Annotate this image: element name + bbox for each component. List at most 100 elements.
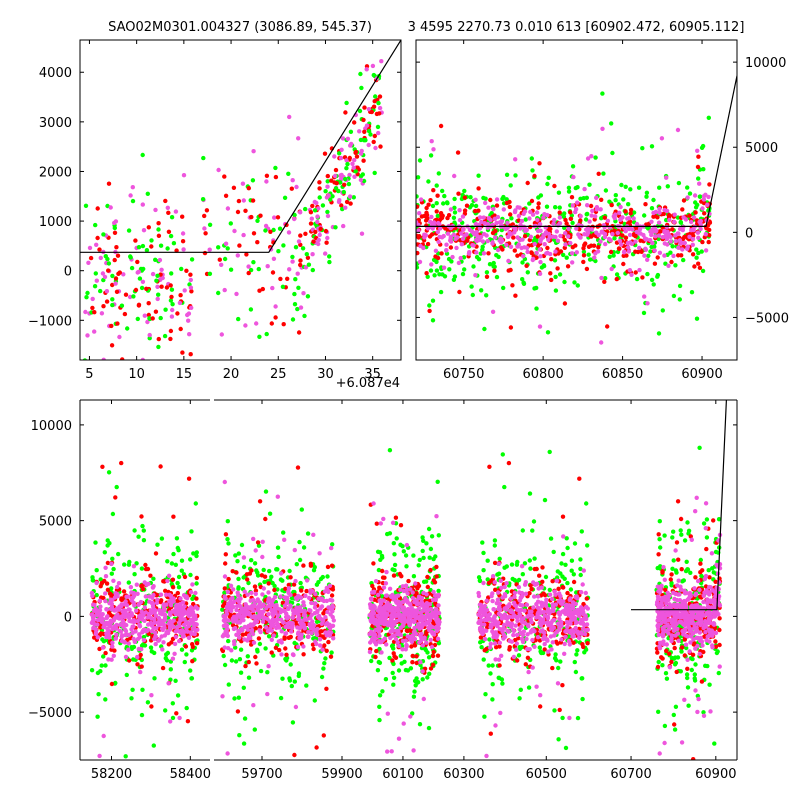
data-point [600, 91, 605, 96]
data-point [474, 238, 480, 244]
data-point [289, 683, 294, 689]
data-point [294, 184, 299, 190]
data-point [141, 538, 147, 543]
data-point [532, 241, 537, 247]
data-point [137, 624, 143, 629]
data-point [249, 604, 254, 609]
data-point [377, 620, 383, 625]
data-point [137, 632, 142, 637]
data-point [483, 692, 488, 697]
data-point [148, 573, 153, 578]
data-point [187, 607, 192, 612]
data-point [595, 249, 601, 254]
data-point [554, 229, 559, 234]
data-point [510, 576, 515, 582]
data-point [460, 214, 466, 219]
data-point [452, 220, 457, 225]
data-point [323, 228, 329, 234]
data-point [309, 612, 314, 618]
data-point [156, 336, 161, 342]
data-point [552, 258, 558, 263]
data-point [246, 580, 251, 586]
data-point [169, 623, 175, 629]
data-point [562, 301, 568, 306]
data-point [340, 136, 346, 141]
data-point [216, 245, 221, 250]
data-point [299, 588, 304, 593]
data-point [571, 579, 577, 585]
data-point [515, 559, 520, 565]
data-point [426, 655, 432, 660]
x-tick-label: 60750 [443, 367, 484, 382]
data-point [116, 581, 122, 586]
data-point [602, 279, 607, 284]
data-point [462, 267, 467, 272]
data-point [610, 231, 615, 237]
data-point [257, 288, 262, 293]
data-point [685, 195, 690, 200]
data-point [336, 188, 341, 194]
data-point [292, 212, 297, 218]
data-point [436, 171, 441, 176]
data-point [486, 251, 491, 256]
data-point [145, 319, 150, 325]
data-point [100, 464, 105, 469]
data-point [589, 154, 594, 159]
data-point [474, 250, 479, 255]
data-point [577, 234, 582, 239]
data-point [168, 233, 174, 239]
data-point [135, 654, 140, 660]
data-point [587, 182, 592, 187]
data-point [421, 538, 426, 543]
data-point [166, 210, 171, 215]
data-point [293, 704, 299, 710]
data-point [664, 208, 670, 214]
data-point [129, 265, 135, 271]
data-point [481, 195, 486, 201]
data-point [107, 601, 112, 606]
data-point [557, 210, 562, 215]
data-point [438, 217, 443, 222]
data-point [345, 136, 351, 141]
data-point [433, 597, 438, 602]
data-point [181, 173, 187, 178]
data-point [434, 201, 439, 206]
data-point [665, 184, 670, 189]
data-point [570, 203, 575, 208]
data-point [241, 564, 247, 570]
data-point [384, 642, 389, 647]
data-point [149, 238, 154, 243]
data-point [430, 203, 436, 209]
data-point [442, 193, 447, 199]
data-point [260, 592, 265, 597]
data-point [391, 661, 396, 667]
data-point [236, 198, 242, 204]
data-point [233, 626, 238, 631]
data-point [402, 610, 407, 615]
data-point [94, 278, 100, 283]
data-point [291, 582, 297, 587]
data-point [435, 229, 441, 235]
data-point [135, 259, 140, 265]
data-point [188, 285, 194, 290]
data-point [369, 638, 375, 643]
data-point [367, 602, 373, 607]
data-point [524, 263, 529, 268]
data-point [384, 611, 390, 616]
data-point [271, 633, 276, 638]
data-point [351, 165, 356, 170]
data-point [204, 208, 210, 213]
data-point [322, 643, 327, 648]
data-point [481, 568, 486, 573]
data-point [184, 705, 189, 711]
data-point [416, 204, 420, 209]
data-point [429, 139, 434, 144]
data-point [556, 737, 561, 742]
data-point [152, 620, 157, 625]
data-point [170, 302, 175, 307]
data-point [325, 235, 330, 241]
data-point [441, 265, 447, 270]
data-point [135, 618, 140, 624]
data-point [485, 221, 491, 227]
data-point [494, 220, 499, 226]
